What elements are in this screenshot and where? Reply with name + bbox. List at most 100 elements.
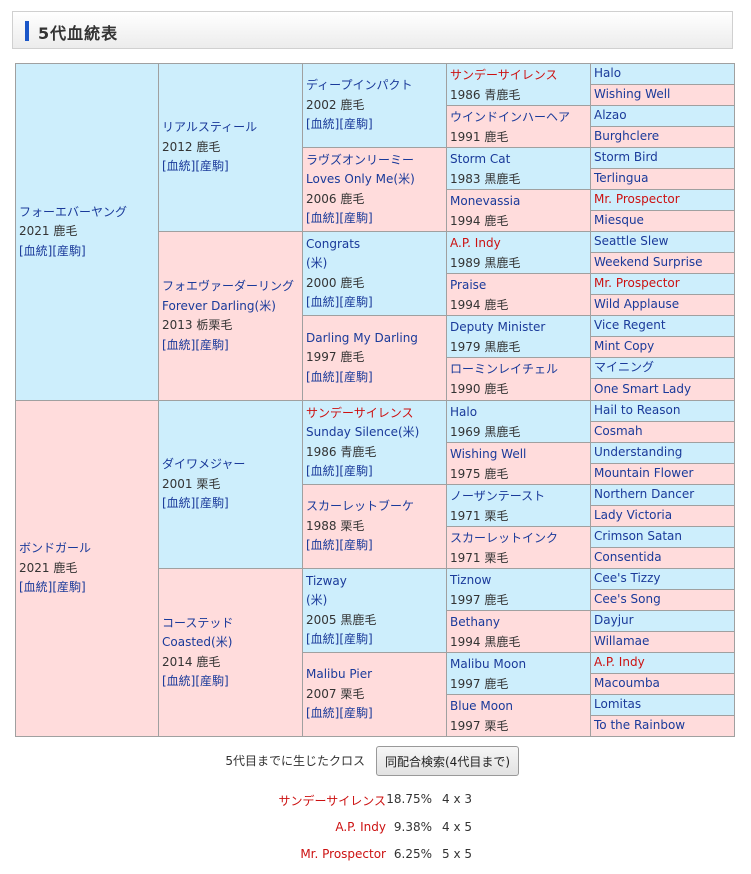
horse-name-link[interactable]: ラヴズオンリーミー	[306, 152, 415, 167]
horse-name-link[interactable]: ローミンレイチェル	[450, 362, 559, 376]
horse-name-link[interactable]: Consentida	[594, 550, 662, 565]
pedigree-link[interactable]: [血統]	[306, 538, 340, 553]
horse-name-link[interactable]: スカーレットブーケ	[306, 499, 415, 514]
horse-name-link[interactable]: Crimson Satan	[594, 529, 682, 544]
offspring-link[interactable]: [産駒]	[339, 211, 373, 225]
horse-name-link[interactable]: Deputy Minister	[450, 319, 546, 334]
horse-name-link[interactable]: One Smart Lady	[594, 381, 692, 396]
horse-name-link[interactable]: フォエヴァーダーリング	[162, 279, 295, 293]
offspring-link[interactable]: [産駒]	[339, 706, 373, 721]
horse-name-link[interactable]: ノーザンテースト	[450, 488, 546, 503]
offspring-link[interactable]: [産駒]	[52, 580, 86, 595]
horse-name-link[interactable]: Terlingua	[594, 171, 649, 186]
horse-name-link[interactable]: Willamae	[594, 634, 650, 649]
pedigree-link[interactable]: [血統]	[306, 369, 340, 384]
horse-name-link[interactable]: サンデーサイレンス	[450, 67, 558, 82]
horse-name-link[interactable]: Cee's Tizzy	[594, 571, 661, 586]
horse-birth-info: 1989 黒鹿毛	[450, 253, 587, 273]
horse-name-link[interactable]: Vice Regent	[594, 318, 666, 333]
horse-name-link[interactable]: Praise	[450, 277, 487, 292]
horse-name-link[interactable]: Wishing Well	[594, 87, 671, 102]
horse-name-link[interactable]: ダイワメジャー	[162, 457, 246, 472]
birth-year: 2007	[306, 686, 337, 701]
pedigree-link[interactable]: [血統]	[162, 496, 196, 511]
pedigree-link[interactable]: [血統]	[306, 211, 340, 225]
horse-name-link[interactable]: Storm Bird	[594, 150, 658, 165]
pedigree-link[interactable]: [血統]	[306, 295, 340, 309]
horse-name-link[interactable]: フォーエバーヤング	[19, 204, 128, 219]
horse-name-link[interactable]: Burghclere	[594, 129, 660, 144]
horse-name-link[interactable]: Lomitas	[594, 697, 642, 712]
horse-name-link[interactable]: サンデーサイレンス	[306, 405, 414, 420]
horse-name-link[interactable]: Northern Dancer	[594, 487, 695, 502]
pedigree-link[interactable]: [血統]	[306, 706, 340, 721]
horse-name-link[interactable]: Macoumba	[594, 676, 660, 691]
horse-name-link[interactable]: Halo	[594, 66, 622, 81]
horse-name-link[interactable]: Malibu Moon	[450, 656, 527, 671]
horse-name-link[interactable]: Darling My Darling	[306, 330, 418, 345]
pedigree-link[interactable]: [血統]	[162, 337, 196, 352]
cross-horse-name[interactable]: Mr. Prospector	[300, 847, 386, 861]
offspring-link[interactable]: [産駒]	[195, 496, 229, 511]
horse-name-link[interactable]: Tiznow	[450, 572, 492, 587]
horse-name-link[interactable]: Dayjur	[594, 613, 634, 628]
pedigree-link[interactable]: [血統]	[306, 117, 340, 132]
offspring-link[interactable]: [産駒]	[195, 674, 229, 688]
horse-name-link[interactable]: Understanding	[594, 445, 683, 460]
horse-name-link[interactable]: リアルスティール	[162, 120, 258, 135]
offspring-link[interactable]: [産駒]	[339, 464, 373, 478]
horse-name-link[interactable]: Seattle Slew	[594, 234, 669, 249]
horse-name-link[interactable]: Mr. Prospector	[594, 192, 680, 207]
offspring-link[interactable]: [産駒]	[195, 159, 229, 174]
horse-name-link[interactable]: Wishing Well	[450, 446, 527, 461]
pedigree-link[interactable]: [血統]	[19, 243, 53, 258]
horse-name-link[interactable]: Mint Copy	[594, 339, 655, 354]
horse-name-en: (米)	[306, 256, 328, 270]
horse-name-link[interactable]: Halo	[450, 404, 478, 419]
horse-name-link[interactable]: ウインドインハーヘア	[450, 109, 571, 124]
horse-name-link[interactable]: Mr. Prospector	[594, 276, 680, 291]
horse-name-link[interactable]: Monevassia	[450, 193, 521, 208]
pedigree-link[interactable]: [血統]	[19, 580, 53, 595]
horse-name-link[interactable]: スカーレットインク	[450, 530, 559, 545]
horse-name-link[interactable]: マイニング	[594, 360, 655, 375]
pedigree-link[interactable]: [血統]	[306, 464, 340, 478]
offspring-link[interactable]: [産駒]	[339, 632, 373, 646]
offspring-link[interactable]: [産駒]	[339, 295, 373, 309]
horse-name-link[interactable]: Blue Moon	[450, 698, 514, 713]
horse-name-link[interactable]: コーステッド	[162, 615, 234, 630]
horse-name-link[interactable]: Hail to Reason	[594, 403, 681, 418]
horse-name-link[interactable]: Bethany	[450, 614, 500, 629]
horse-name-link[interactable]: A.P. Indy	[450, 235, 501, 250]
horse-name-link[interactable]: To the Rainbow	[594, 718, 686, 733]
cross-horse-name[interactable]: A.P. Indy	[335, 820, 386, 834]
horse-name-link[interactable]: Malibu Pier	[306, 667, 373, 682]
offspring-link[interactable]: [産駒]	[339, 538, 373, 553]
horse-name-link[interactable]: ボンドガール	[19, 541, 92, 556]
horse-name-link[interactable]: Tizway	[306, 573, 347, 588]
horse-name-link[interactable]: Miesque	[594, 213, 644, 228]
cross-horse-name[interactable]: サンデーサイレンス	[278, 794, 386, 808]
horse-name-link[interactable]: Mountain Flower	[594, 466, 694, 481]
horse-name-link[interactable]: ディープインパクト	[306, 78, 413, 93]
horse-name-link[interactable]: Storm Cat	[450, 151, 511, 166]
pedigree-link[interactable]: [血統]	[306, 632, 340, 646]
offspring-link[interactable]: [産駒]	[195, 337, 229, 352]
horse-name-link[interactable]: Cee's Song	[594, 592, 661, 607]
horse-name-link[interactable]: Weekend Surprise	[594, 255, 703, 270]
horse-name-link[interactable]: Cosmah	[594, 424, 643, 439]
same-mating-search-button[interactable]: 同配合検索(4代目まで)	[376, 746, 519, 776]
birth-year: 1994	[450, 634, 481, 649]
pedigree-link[interactable]: [血統]	[162, 159, 196, 174]
offspring-link[interactable]: [産駒]	[52, 243, 86, 258]
horse-name-link[interactable]: Lady Victoria	[594, 508, 673, 523]
offspring-link[interactable]: [産駒]	[339, 369, 373, 384]
horse-cell-gen4: Deputy Minister 1979 黒鹿毛	[446, 315, 591, 358]
horse-name-link[interactable]: Alzao	[594, 108, 627, 123]
offspring-link[interactable]: [産駒]	[339, 117, 373, 132]
horse-cell-gen5: Seattle Slew	[590, 231, 735, 253]
horse-name-link[interactable]: A.P. Indy	[594, 655, 645, 670]
horse-name-link[interactable]: Wild Applause	[594, 297, 680, 312]
pedigree-link[interactable]: [血統]	[162, 674, 196, 688]
horse-name-link[interactable]: Congrats	[306, 236, 361, 251]
